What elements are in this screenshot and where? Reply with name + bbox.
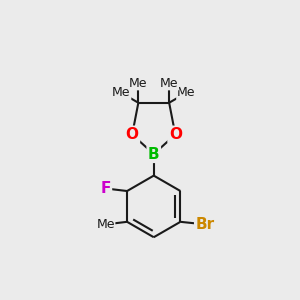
Text: Me: Me xyxy=(129,77,148,90)
Text: Me: Me xyxy=(177,86,195,100)
Text: O: O xyxy=(126,127,139,142)
Text: B: B xyxy=(148,147,160,162)
Text: Me: Me xyxy=(112,86,131,100)
Text: F: F xyxy=(100,181,111,196)
Text: Me: Me xyxy=(96,218,115,231)
Text: Br: Br xyxy=(196,217,214,232)
Text: O: O xyxy=(169,127,182,142)
Text: Me: Me xyxy=(160,77,178,90)
